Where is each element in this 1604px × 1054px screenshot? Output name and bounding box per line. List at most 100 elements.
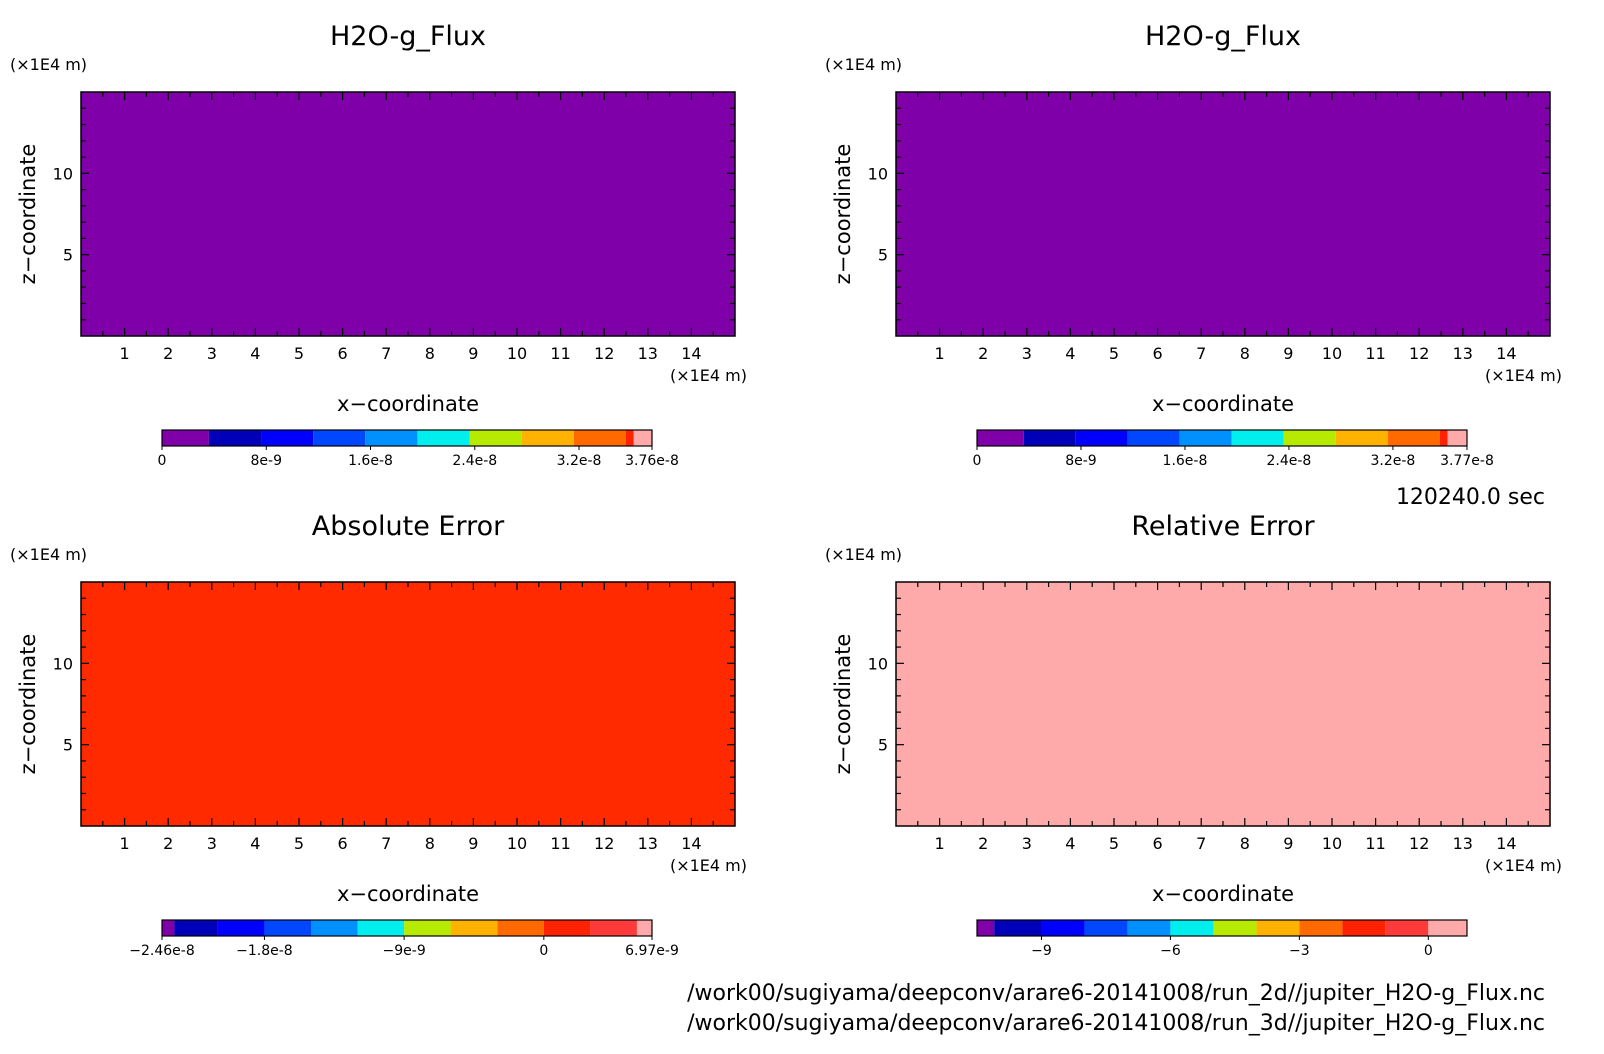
x-tick-label: 9 (1283, 344, 1293, 363)
z-tick-label: 10 (53, 654, 73, 673)
colorbar-segment (313, 430, 366, 446)
colorbar-segment (417, 430, 470, 446)
z-tick-label: 5 (63, 736, 73, 755)
colorbar-label: 2.4e-8 (1267, 453, 1312, 469)
colorbar-segment (1075, 430, 1128, 446)
z-tick-label: 10 (868, 654, 888, 673)
colorbar-segment (1342, 920, 1386, 936)
field-fill (896, 582, 1550, 826)
colorbar-label: 1.6e-8 (1163, 453, 1208, 469)
x-tick-label: 6 (338, 344, 348, 363)
x-tick-label: 12 (594, 834, 614, 853)
x-tick-label: 2 (163, 344, 173, 363)
x-unit-label: (×1E4 m) (670, 856, 747, 875)
x-tick-label: 12 (1409, 344, 1429, 363)
colorbar-segment (497, 920, 544, 936)
x-tick-label: 4 (1065, 834, 1075, 853)
x-tick-label: 13 (1453, 834, 1473, 853)
x-tick-label: 2 (978, 834, 988, 853)
x-tick-label: 12 (1409, 834, 1429, 853)
z-tick-label: 10 (53, 164, 73, 183)
x-tick-label: 4 (250, 344, 260, 363)
x-unit-label: (×1E4 m) (1485, 856, 1562, 875)
x-tick-label: 11 (550, 344, 570, 363)
colorbar-segment (365, 430, 418, 446)
x-tick-label: 14 (681, 834, 701, 853)
x-tick-label: 9 (1283, 834, 1293, 853)
x-tick-label: 2 (978, 344, 988, 363)
colorbar-segment (1127, 920, 1171, 936)
x-tick-label: 1 (935, 834, 945, 853)
colorbar-label: 3.2e-8 (557, 453, 602, 469)
colorbar-label: 3.77e-8 (1440, 453, 1494, 469)
colorbar-label: 3.76e-8 (625, 453, 679, 469)
x-tick-label: 13 (638, 344, 658, 363)
z-unit-label: (×1E4 m) (825, 545, 902, 564)
z-axis-label: z−coordinate (16, 144, 40, 285)
colorbar-segment (1387, 430, 1440, 446)
file-path-3d: /work00/sugiyama/deepconv/arare6-2014100… (687, 1011, 1545, 1036)
colorbar-segment (590, 920, 637, 936)
colorbar-segment (264, 920, 312, 936)
x-tick-label: 11 (1365, 834, 1385, 853)
x-tick-label: 3 (207, 834, 217, 853)
x-tick-label: 5 (1109, 344, 1119, 363)
x-tick-label: 5 (294, 344, 304, 363)
colorbar-label: 1.6e-8 (348, 453, 393, 469)
x-tick-label: 14 (681, 344, 701, 363)
x-tick-label: 9 (468, 834, 478, 853)
colorbar-label: 8e-9 (251, 453, 282, 469)
colorbar-label: 6.97e-9 (625, 943, 679, 959)
x-tick-label: 8 (425, 834, 435, 853)
colorbar-segment (573, 430, 626, 446)
colorbar-segment (450, 920, 498, 936)
colorbar-segment (404, 920, 451, 936)
colorbar-label: −9 (1031, 943, 1052, 959)
x-tick-label: 10 (1322, 834, 1342, 853)
x-tick-label: 7 (381, 834, 391, 853)
colorbar-segment (1213, 920, 1257, 936)
x-tick-label: 10 (507, 834, 527, 853)
x-axis-label: x−coordinate (337, 882, 479, 906)
x-tick-label: 12 (594, 344, 614, 363)
x-tick-label: 8 (425, 344, 435, 363)
colorbar-label: 0 (539, 943, 548, 959)
field-fill (81, 582, 735, 826)
x-tick-label: 5 (1109, 834, 1119, 853)
colorbar-label: 2.4e-8 (452, 453, 497, 469)
colorbar-segment (1170, 920, 1214, 936)
x-tick-label: 3 (207, 344, 217, 363)
colorbar-segment (208, 430, 262, 446)
colorbar-segment (357, 920, 405, 936)
z-tick-label: 5 (63, 246, 73, 265)
file-path-2d: /work00/sugiyama/deepconv/arare6-2014100… (687, 981, 1545, 1006)
colorbar-segment (1256, 920, 1300, 936)
x-tick-label: 7 (381, 344, 391, 363)
x-tick-label: 1 (935, 344, 945, 363)
colorbar-segment (1023, 430, 1076, 446)
x-tick-label: 7 (1196, 834, 1206, 853)
z-unit-label: (×1E4 m) (10, 55, 87, 74)
panel-title: H2O-g_Flux (330, 21, 486, 52)
colorbar-frame (161, 429, 653, 447)
field-fill (896, 92, 1550, 336)
x-tick-label: 2 (163, 834, 173, 853)
colorbar-segment (1084, 920, 1128, 936)
colorbar-label: 8e-9 (1065, 453, 1096, 469)
x-tick-label: 9 (468, 344, 478, 363)
colorbar-segment (543, 920, 591, 936)
colorbar-segment (1127, 430, 1180, 446)
colorbar-segment (162, 430, 209, 446)
field-fill (81, 92, 735, 336)
x-tick-label: 6 (338, 834, 348, 853)
colorbar-label: −6 (1160, 943, 1181, 959)
x-axis-label: x−coordinate (1152, 392, 1294, 416)
x-tick-label: 1 (120, 834, 130, 853)
x-unit-label: (×1E4 m) (1485, 366, 1562, 385)
colorbar-segment (261, 430, 314, 446)
x-tick-label: 4 (1065, 344, 1075, 363)
time-label: 120240.0 sec (1396, 485, 1545, 510)
colorbar-frame (161, 919, 653, 937)
x-tick-label: 11 (550, 834, 570, 853)
